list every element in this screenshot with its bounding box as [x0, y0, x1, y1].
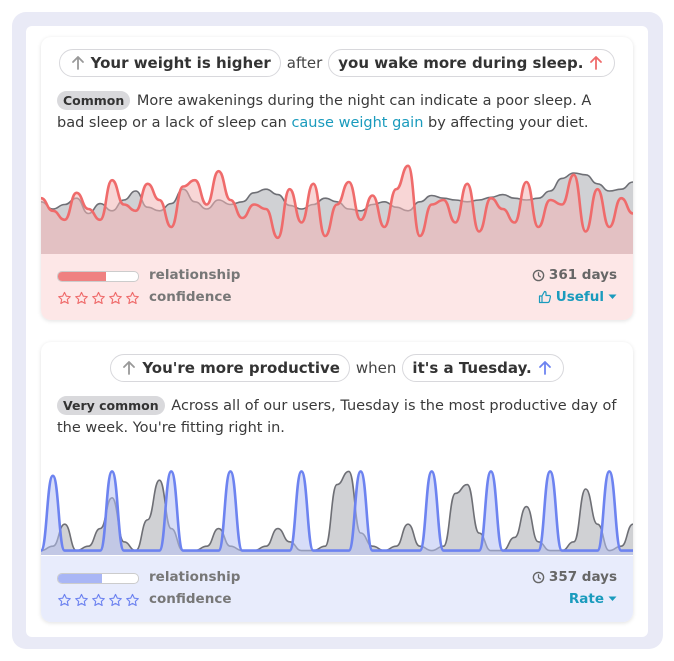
- star-icon: [58, 593, 71, 607]
- relationship-label: relationship: [149, 569, 241, 585]
- insight-footer: relationship confidence 357 days Rate: [41, 556, 633, 622]
- useful-label: Useful: [555, 289, 604, 305]
- relationship-bar-fill: [58, 574, 102, 583]
- highlight-series-line: [41, 164, 633, 240]
- relationship-bar-fill: [58, 272, 106, 281]
- effect-pill[interactable]: Your weight is higher: [58, 49, 281, 77]
- star-icon: [126, 593, 139, 607]
- effect-text: Your weight is higher: [90, 54, 271, 72]
- insight-headline: You're more productive when it's a Tuesd…: [41, 354, 633, 382]
- star-icon: [58, 291, 71, 305]
- highlight-series-line: [41, 470, 633, 552]
- star-icon: [75, 593, 88, 607]
- arrow-up-blue-icon: [538, 361, 551, 375]
- insight-description: Very common Across all of our users, Tue…: [57, 395, 617, 439]
- description-text-end: by affecting your diet.: [428, 115, 589, 131]
- cause-text: it's a Tuesday.: [412, 359, 532, 377]
- arrow-up-gray-icon: [123, 361, 136, 375]
- confidence-label: confidence: [149, 591, 232, 607]
- insight-headline: Your weight is higher after you wake mor…: [41, 49, 633, 77]
- duration-text: 357 days: [548, 569, 617, 585]
- useful-button[interactable]: Useful: [538, 289, 617, 305]
- highlight-series-area: [41, 471, 633, 555]
- frequency-badge: Very common: [57, 396, 165, 415]
- caret-down-icon: [608, 596, 617, 601]
- caret-down-icon: [608, 294, 617, 299]
- description-text: Across all of our users, Tuesday is the …: [57, 398, 617, 436]
- insight-description: Common More awakenings during the night …: [57, 90, 617, 134]
- star-icon: [126, 291, 139, 305]
- insight-footer: relationship confidence 361 days Useful: [41, 254, 633, 320]
- headline-joiner: after: [286, 54, 323, 72]
- clock-icon: [532, 269, 545, 281]
- star-icon: [92, 291, 105, 305]
- arrow-up-red-icon: [590, 56, 603, 70]
- baseline-series-line: [41, 172, 633, 215]
- description-text: More awakenings during the night can ind…: [57, 93, 592, 131]
- star-icon: [109, 593, 122, 607]
- duration-text: 361 days: [548, 267, 617, 283]
- effect-text: You're more productive: [142, 359, 340, 377]
- frequency-badge: Common: [57, 91, 131, 110]
- duration: 357 days: [532, 569, 617, 585]
- baseline-series-area: [41, 471, 633, 555]
- correlation-chart: [41, 164, 633, 254]
- clock-icon: [532, 571, 545, 583]
- effect-pill[interactable]: You're more productive: [110, 354, 350, 382]
- rate-button[interactable]: Rate: [569, 591, 617, 607]
- star-icon: [109, 291, 122, 305]
- thumbs-up-icon: [538, 290, 551, 304]
- cause-text: you wake more during sleep.: [338, 54, 584, 72]
- cause-pill[interactable]: it's a Tuesday.: [402, 354, 564, 382]
- duration: 361 days: [532, 267, 617, 283]
- star-icon: [75, 291, 88, 305]
- highlight-series-area: [41, 165, 633, 254]
- insight-card-weight-sleep[interactable]: Your weight is higher after you wake mor…: [41, 37, 633, 320]
- weight-gain-link[interactable]: cause weight gain: [291, 115, 424, 131]
- star-icon: [92, 593, 105, 607]
- rate-label: Rate: [568, 591, 604, 607]
- arrow-up-gray-icon: [71, 56, 84, 70]
- confidence-stars: [57, 593, 140, 608]
- baseline-series-line: [41, 470, 633, 552]
- relationship-bar: [57, 271, 139, 282]
- relationship-bar: [57, 573, 139, 584]
- confidence-label: confidence: [149, 289, 232, 305]
- cause-pill[interactable]: you wake more during sleep.: [328, 49, 616, 77]
- correlation-chart: [41, 470, 633, 555]
- confidence-stars: [57, 291, 140, 306]
- headline-joiner: when: [355, 359, 397, 377]
- insight-card-tuesday[interactable]: You're more productive when it's a Tuesd…: [41, 342, 633, 622]
- relationship-label: relationship: [149, 267, 241, 283]
